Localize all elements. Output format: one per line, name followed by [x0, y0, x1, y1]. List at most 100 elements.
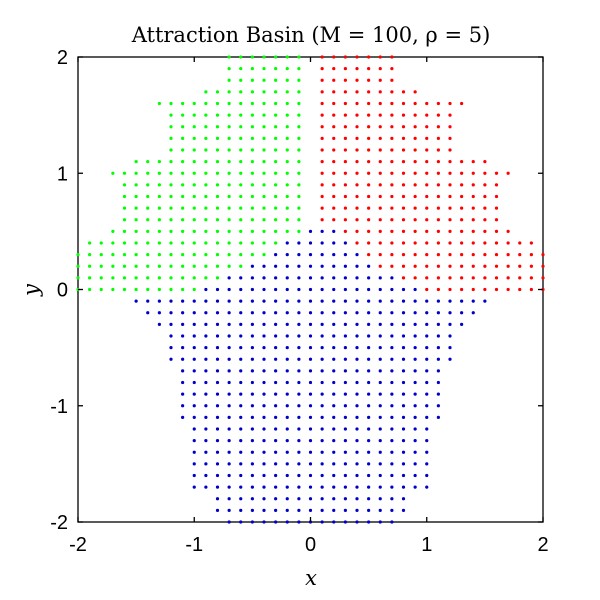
data-point-green	[122, 241, 127, 245]
data-point-blue	[239, 473, 243, 478]
data-point-blue	[436, 346, 440, 350]
data-point-red	[425, 183, 429, 187]
data-point-blue	[146, 299, 150, 303]
data-point-red	[390, 55, 394, 59]
data-point-blue	[274, 346, 278, 350]
data-point-blue	[285, 334, 289, 338]
data-point-red	[378, 101, 382, 106]
data-point-blue	[390, 427, 394, 431]
data-point-red	[367, 171, 371, 175]
data-point-green	[204, 136, 208, 140]
data-point-red	[529, 276, 533, 280]
data-point-red	[518, 241, 522, 245]
data-point-blue	[215, 508, 220, 512]
data-point-green	[88, 253, 92, 257]
data-point-green	[227, 55, 231, 59]
data-point-blue	[262, 311, 266, 315]
data-point-red	[425, 229, 429, 233]
data-point-blue	[320, 485, 324, 489]
data-point-red	[494, 218, 499, 222]
data-point-blue	[250, 287, 254, 292]
data-point-blue	[227, 497, 231, 501]
data-point-blue	[378, 473, 382, 478]
data-point-red	[332, 78, 336, 82]
data-point-blue	[355, 346, 359, 350]
data-point-green	[134, 194, 138, 199]
data-point-blue	[390, 520, 394, 524]
data-point-blue	[425, 346, 429, 350]
data-point-red	[355, 183, 359, 187]
data-point-blue	[308, 450, 313, 454]
data-point-blue	[227, 311, 231, 315]
data-point-red	[378, 229, 382, 233]
data-point-blue	[227, 334, 231, 338]
data-point-blue	[239, 357, 243, 361]
data-point-green	[76, 276, 80, 280]
data-point-red	[367, 90, 371, 94]
data-point-red	[425, 206, 429, 210]
data-point-blue	[274, 276, 278, 280]
data-point-red	[494, 194, 499, 199]
data-point-red	[413, 206, 417, 210]
data-point-red	[425, 148, 429, 152]
data-point-blue	[181, 404, 185, 408]
data-point-blue	[297, 264, 301, 268]
data-point-blue	[401, 322, 406, 326]
data-point-blue	[401, 369, 406, 373]
data-point-blue	[332, 508, 336, 512]
x-tick-label: -1	[185, 534, 203, 556]
data-point-red	[332, 171, 336, 175]
data-point-blue	[332, 322, 336, 326]
data-point-blue	[262, 462, 266, 466]
data-point-red	[320, 171, 324, 175]
data-point-green	[274, 90, 278, 94]
data-point-red	[436, 206, 440, 210]
data-point-red	[378, 194, 382, 199]
data-point-green	[297, 194, 301, 199]
data-point-blue	[378, 485, 382, 489]
data-point-red	[436, 241, 440, 245]
data-point-blue	[320, 334, 324, 338]
data-point-blue	[436, 357, 440, 361]
data-point-blue	[343, 520, 347, 524]
data-point-green	[204, 148, 208, 152]
data-point-blue	[239, 404, 243, 408]
data-point-red	[343, 229, 347, 233]
data-point-green	[192, 253, 196, 257]
data-point-green	[169, 101, 173, 106]
data-point-red	[367, 229, 371, 233]
data-point-blue	[227, 322, 231, 326]
data-point-blue	[192, 427, 196, 431]
data-point-green	[122, 183, 127, 187]
data-point-blue	[285, 392, 289, 396]
data-point-red	[367, 125, 371, 129]
data-point-blue	[308, 299, 313, 303]
data-point-red	[460, 171, 464, 175]
data-point-red	[425, 253, 429, 257]
data-point-blue	[332, 404, 336, 408]
data-point-blue	[355, 299, 359, 303]
data-point-red	[378, 264, 382, 268]
data-point-red	[425, 276, 429, 280]
data-point-blue	[250, 404, 254, 408]
data-point-green	[169, 287, 173, 292]
data-point-blue	[308, 439, 313, 443]
data-point-blue	[285, 520, 289, 524]
data-point-blue	[320, 462, 324, 466]
data-point-blue	[320, 229, 324, 233]
data-point-blue	[448, 346, 452, 350]
data-point-blue	[367, 485, 371, 489]
data-point-blue	[274, 473, 278, 478]
data-point-green	[134, 160, 138, 164]
data-point-blue	[285, 427, 289, 431]
data-point-green	[111, 241, 115, 245]
data-point-blue	[378, 392, 382, 396]
data-point-green	[204, 218, 208, 222]
data-point-blue	[343, 334, 347, 338]
data-point-red	[320, 113, 324, 117]
data-point-blue	[367, 334, 371, 338]
data-point-blue	[297, 311, 301, 315]
data-point-green	[239, 78, 243, 82]
data-point-blue	[308, 380, 313, 385]
data-point-blue	[227, 380, 231, 385]
